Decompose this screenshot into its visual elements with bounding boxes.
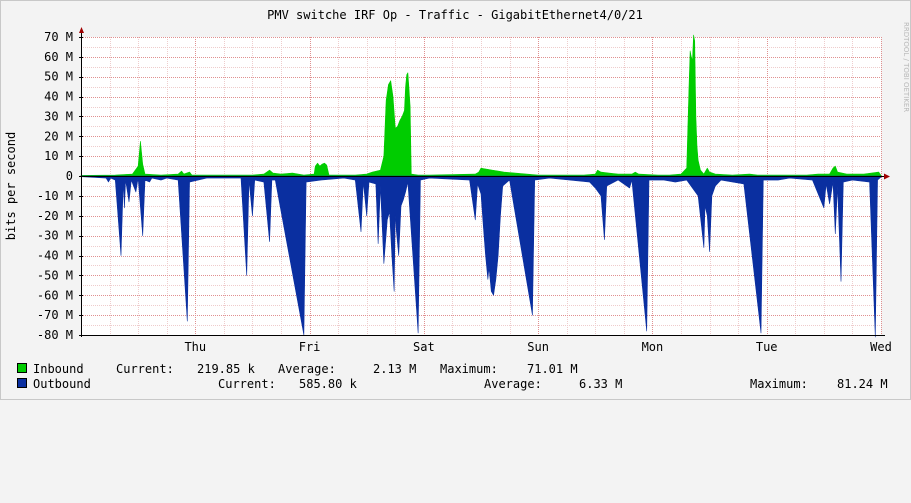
x-tick-label-sat: Sat — [413, 340, 435, 354]
y-axis-label: bits per second — [4, 132, 18, 240]
y-tick-label: -40 M — [37, 249, 73, 263]
y-tick-label: -60 M — [37, 288, 73, 302]
y-tick-label: 60 M — [44, 50, 73, 64]
outbound-legend-name: Outbound — [33, 377, 91, 391]
series-outbound-area — [80, 175, 882, 338]
outbound-maximum-label: Maximum: — [750, 377, 808, 391]
inbound-maximum-value: 71.01 M — [527, 362, 578, 376]
inbound-current-value: 219.85 k — [197, 362, 255, 376]
x-tick-label-fri: Fri — [299, 340, 321, 354]
x-tick-label-mon: Mon — [642, 340, 664, 354]
y-tick-label: -30 M — [37, 229, 73, 243]
outbound-current-value: 585.80 k — [299, 377, 357, 391]
y-tick-label: -20 M — [37, 209, 73, 223]
traffic-chart: 70 M 60 M 50 M 40 M 30 M 20 M 10 M 0 -10 M -20 M -… — [4, 8, 910, 354]
y-tick-label: 10 M — [44, 149, 73, 163]
outbound-color-swatch — [17, 378, 27, 388]
x-tick-label-tue: Tue — [756, 340, 778, 354]
y-tick-label: 20 M — [44, 129, 73, 143]
y-tick-label: 0 — [66, 169, 73, 183]
y-tick-label: -70 M — [37, 308, 73, 322]
legend-row-inbound: Inbound Current: 219.85 k Average: 2.13 … — [0, 362, 911, 376]
outbound-average-label: Average: — [484, 377, 542, 391]
chart-title: PMV switche IRF Op - Traffic - GigabitEt… — [267, 8, 643, 22]
y-tick-label: 50 M — [44, 70, 73, 84]
y-tick-label: -80 M — [37, 328, 73, 342]
series-inbound-area — [80, 34, 882, 177]
inbound-legend-name: Inbound — [33, 362, 84, 376]
outbound-maximum-value: 81.24 M — [837, 377, 888, 391]
outbound-current-label: Current: — [218, 377, 276, 391]
inbound-average-label: Average: — [278, 362, 336, 376]
y-tick-label: 70 M — [44, 30, 73, 44]
x-axis-arrow-icon — [884, 173, 890, 180]
x-tick-label-wed: Wed — [870, 340, 892, 354]
outbound-average-value: 6.33 M — [579, 377, 623, 391]
y-tick-label: 40 M — [44, 90, 73, 104]
x-tick-label-sun: Sun — [527, 340, 549, 354]
y-tick-label: -50 M — [37, 268, 73, 282]
inbound-average-value: 2.13 M — [373, 362, 417, 376]
x-tick-label-thu: Thu — [184, 340, 206, 354]
rrdtool-watermark: RRDTOOL / TOBI OETIKER — [902, 22, 910, 112]
inbound-maximum-label: Maximum: — [440, 362, 498, 376]
inbound-current-label: Current: — [116, 362, 174, 376]
y-tick-label: -10 M — [37, 189, 73, 203]
inbound-color-swatch — [17, 363, 27, 373]
y-axis-arrow-icon — [79, 27, 84, 33]
y-tick-label: 30 M — [44, 109, 73, 123]
legend-row-outbound: Outbound Current: 585.80 k Average: 6.33… — [0, 377, 911, 391]
